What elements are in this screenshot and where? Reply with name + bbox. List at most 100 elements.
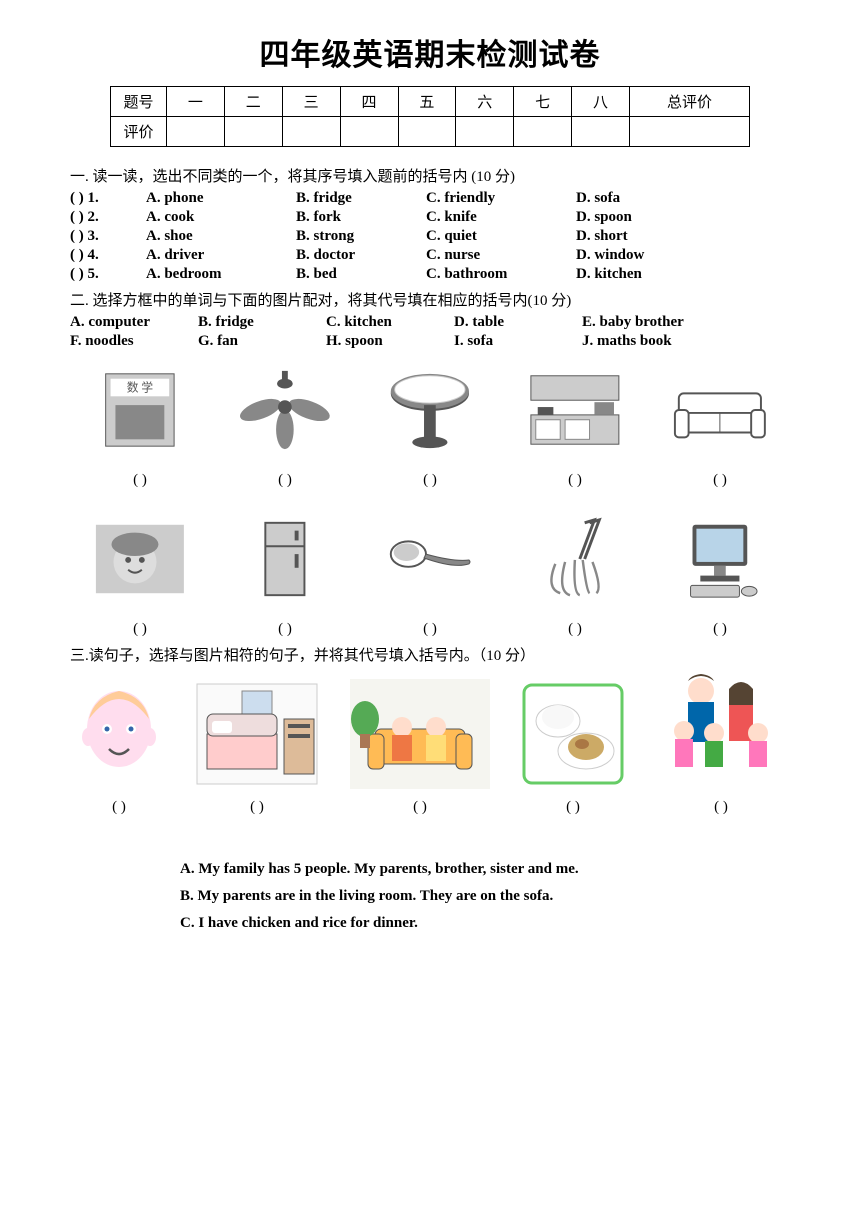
food-icon (518, 679, 628, 789)
q1-opt-a: A. cook (146, 209, 296, 226)
image-cell: ( ) (225, 515, 345, 638)
q1-opt-a: A. phone (146, 190, 296, 207)
q2-option: E. baby brother (582, 314, 710, 331)
q1-opt-d: D. kitchen (576, 266, 716, 283)
q1-opt-c: C. bathroom (426, 266, 576, 283)
q1-row: ( ) 1. A. phone B. fridge C. friendly D.… (70, 190, 790, 207)
answer-paren[interactable]: ( ) (133, 472, 147, 489)
q3-image-cell: ( ) (350, 679, 490, 816)
answer-paren[interactable]: ( ) (713, 472, 727, 489)
q2-option: F. noodles (70, 333, 198, 350)
col-3: 三 (282, 87, 340, 117)
q1-row: ( ) 5. A. bedroom B. bed C. bathroom D. … (70, 266, 790, 283)
answer-paren[interactable]: ( ) (250, 799, 264, 816)
answer-paren[interactable]: ( ) (133, 621, 147, 638)
sentence-c: C. I have chicken and rice for dinner. (180, 910, 790, 937)
image-cell: ( ) (80, 515, 200, 638)
q3-image-cell: ( ) (192, 679, 322, 816)
score-table: 题号 一 二 三 四 五 六 七 八 总评价 评价 (110, 86, 750, 147)
section2-options-row1: A. computerB. fridgeC. kitchenD. tableE.… (70, 314, 790, 331)
q1-opt-b: B. fork (296, 209, 426, 226)
col-1: 一 (167, 87, 225, 117)
q1-paren[interactable]: ( ) 3. (70, 228, 146, 245)
score-header-row: 题号 一 二 三 四 五 六 七 八 总评价 (111, 87, 750, 117)
answer-paren[interactable]: ( ) (278, 472, 292, 489)
col-7: 七 (514, 87, 572, 117)
noodles-icon (525, 515, 625, 603)
answer-paren[interactable]: ( ) (278, 621, 292, 638)
q1-opt-b: B. bed (296, 266, 426, 283)
answer-paren[interactable]: ( ) (423, 472, 437, 489)
answer-paren[interactable]: ( ) (568, 621, 582, 638)
section1-questions: ( ) 1. A. phone B. fridge C. friendly D.… (70, 190, 790, 283)
boy-icon (74, 679, 164, 789)
answer-paren[interactable]: ( ) (423, 621, 437, 638)
q1-paren[interactable]: ( ) 5. (70, 266, 146, 283)
header-label: 题号 (111, 87, 167, 117)
q1-row: ( ) 3. A. shoe B. strong C. quiet D. sho… (70, 228, 790, 245)
section2-images-row1: 数 学 ( ) ( ) ( ) ( ) ( ) (70, 366, 790, 489)
image-cell: 数 学 ( ) (80, 366, 200, 489)
image-cell: ( ) (515, 515, 635, 638)
baby-icon (90, 515, 190, 603)
svg-text:数 学: 数 学 (127, 380, 154, 394)
q2-option: B. fridge (198, 314, 326, 331)
image-cell: ( ) (225, 366, 345, 489)
q1-opt-d: D. spoon (576, 209, 716, 226)
q2-option: C. kitchen (326, 314, 454, 331)
section3-images: ( ) ( ) ( ) ( ) ( ) (70, 679, 790, 816)
sentence-b: B. My parents are in the living room. Th… (180, 883, 790, 910)
sentence-a: A. My family has 5 people. My parents, b… (180, 856, 790, 883)
q1-opt-b: B. fridge (296, 190, 426, 207)
image-cell: ( ) (370, 366, 490, 489)
fan-icon (235, 366, 335, 454)
q1-paren[interactable]: ( ) 2. (70, 209, 146, 226)
answer-paren[interactable]: ( ) (713, 621, 727, 638)
q2-option: A. computer (70, 314, 198, 331)
q1-opt-b: B. doctor (296, 247, 426, 264)
sofa-icon (670, 366, 770, 454)
row-label: 评价 (111, 117, 167, 147)
q1-opt-c: C. friendly (426, 190, 576, 207)
q1-opt-a: A. driver (146, 247, 296, 264)
answer-paren[interactable]: ( ) (568, 472, 582, 489)
section3-sentences: A. My family has 5 people. My parents, b… (180, 856, 790, 937)
q1-paren[interactable]: ( ) 4. (70, 247, 146, 264)
q1-opt-c: C. knife (426, 209, 576, 226)
q2-option: D. table (454, 314, 582, 331)
livingroom-icon (350, 679, 490, 789)
col-2: 二 (224, 87, 282, 117)
q1-opt-d: D. sofa (576, 190, 716, 207)
q1-opt-a: A. bedroom (146, 266, 296, 283)
image-cell: ( ) (660, 515, 780, 638)
q1-opt-c: C. quiet (426, 228, 576, 245)
q3-image-cell: ( ) (518, 679, 628, 816)
q1-paren[interactable]: ( ) 1. (70, 190, 146, 207)
q2-option: J. maths book (582, 333, 710, 350)
section2-images-row2: ( ) ( ) ( ) ( ) ( ) (70, 515, 790, 638)
col-4: 四 (340, 87, 398, 117)
answer-paren[interactable]: ( ) (413, 799, 427, 816)
computer-icon (670, 515, 770, 603)
section2-heading: 二. 选择方框中的单词与下面的图片配对，将其代号填在相应的括号内(10 分) (70, 289, 790, 310)
answer-paren[interactable]: ( ) (112, 799, 126, 816)
spoon-icon (380, 515, 480, 603)
page-title: 四年级英语期末检测试卷 (70, 30, 790, 74)
section2-options-row2: F. noodlesG. fanH. spoonI. sofaJ. maths … (70, 333, 790, 350)
q3-image-cell: ( ) (74, 679, 164, 816)
q1-opt-d: D. short (576, 228, 716, 245)
answer-paren[interactable]: ( ) (566, 799, 580, 816)
col-6: 六 (456, 87, 514, 117)
q2-option: I. sofa (454, 333, 582, 350)
q1-opt-c: C. nurse (426, 247, 576, 264)
answer-paren[interactable]: ( ) (714, 799, 728, 816)
bedroom-icon (192, 679, 322, 789)
q1-opt-d: D. window (576, 247, 716, 264)
q1-opt-b: B. strong (296, 228, 426, 245)
maths-book-icon: 数 学 (90, 366, 190, 454)
section3-heading: 三.读句子，选择与图片相符的句子，并将其代号填入括号内。（10 分） (70, 644, 790, 665)
q1-row: ( ) 2. A. cook B. fork C. knife D. spoon (70, 209, 790, 226)
image-cell: ( ) (660, 366, 780, 489)
col-5: 五 (398, 87, 456, 117)
col-total: 总评价 (630, 87, 750, 117)
